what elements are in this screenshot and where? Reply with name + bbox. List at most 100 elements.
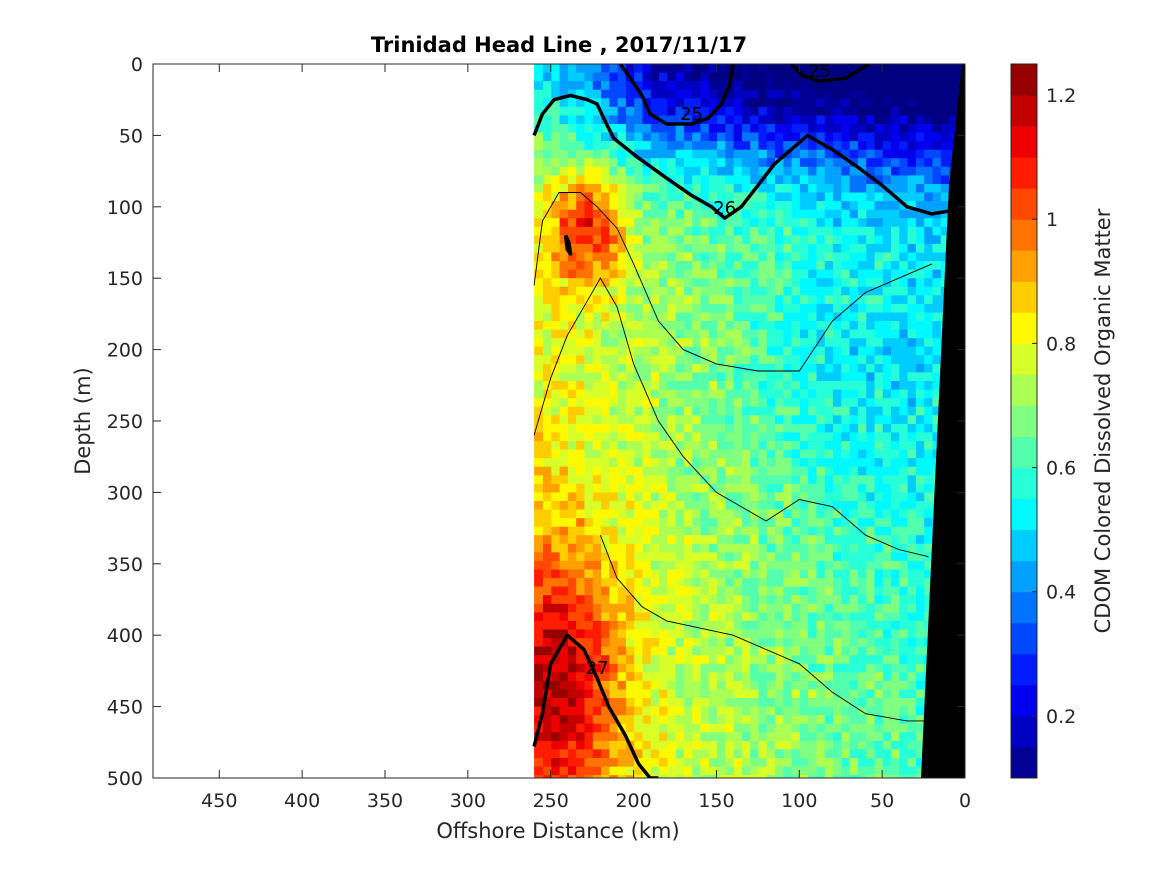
heatmap-cell (666, 89, 676, 99)
heatmap-cell (757, 655, 767, 665)
heatmap-cell (782, 132, 792, 142)
heatmap-cell (641, 483, 651, 493)
heatmap-cell (592, 629, 601, 639)
heatmap-cell (625, 603, 635, 613)
heatmap-cell (575, 312, 585, 322)
heatmap-cell (600, 758, 610, 768)
heatmap-cell (658, 252, 668, 262)
heatmap-cell (559, 286, 568, 296)
heatmap-cell (608, 586, 618, 596)
heatmap-cell (708, 526, 717, 536)
heatmap-cell (840, 689, 850, 699)
heatmap-cell (733, 209, 742, 219)
heatmap-cell (617, 492, 626, 502)
heatmap-cell (791, 243, 800, 254)
heatmap-cell (650, 629, 659, 639)
heatmap-cell (641, 226, 651, 236)
heatmap-cell (873, 449, 883, 459)
heatmap-cell (534, 346, 543, 356)
heatmap-cell (658, 269, 668, 279)
heatmap-cell (849, 483, 858, 493)
heatmap-cell (708, 672, 717, 682)
heatmap-cell (592, 595, 601, 605)
heatmap-cell (857, 740, 867, 751)
heatmap-cell (633, 518, 643, 528)
heatmap-cell (650, 423, 659, 434)
heatmap-cell (774, 243, 784, 254)
heatmap-cell (617, 715, 626, 725)
heatmap-cell (741, 475, 751, 485)
heatmap-cell (849, 663, 858, 673)
heatmap-cell (683, 449, 693, 459)
heatmap-cell (592, 192, 601, 202)
heatmap-cell (931, 329, 941, 339)
heatmap-cell (890, 398, 900, 408)
heatmap-cell (890, 372, 900, 382)
heatmap-cell (592, 655, 601, 665)
heatmap-cell (766, 303, 775, 314)
heatmap-cell (666, 526, 676, 536)
heatmap-cell (633, 620, 643, 631)
heatmap-cell (915, 389, 925, 399)
heatmap-cell (857, 432, 867, 442)
heatmap-cell (857, 72, 867, 82)
heatmap-cell (907, 115, 916, 125)
heatmap-cell (608, 321, 618, 331)
heatmap-cell (782, 749, 792, 759)
heatmap-cell (567, 680, 577, 691)
colorbar-label: CDOM Colored Dissolved Organic Matter (1091, 208, 1115, 633)
heatmap-cell (865, 706, 875, 716)
heatmap-cell (948, 115, 958, 125)
heatmap-cell (799, 192, 809, 202)
heatmap-cell (691, 158, 701, 168)
heatmap-cell (890, 449, 900, 459)
heatmap-cell (757, 243, 767, 254)
heatmap-cell (733, 235, 742, 245)
heatmap-cell (658, 295, 668, 305)
heatmap-cell (799, 620, 809, 631)
heatmap-cell (774, 749, 784, 759)
heatmap-cell (699, 98, 709, 108)
heatmap-cell (567, 226, 577, 236)
heatmap-cell (675, 132, 684, 142)
heatmap-cell (724, 312, 734, 322)
heatmap-cell (567, 252, 577, 262)
heatmap-cell (724, 698, 734, 708)
heatmap-cell (733, 723, 742, 733)
heatmap-cell (666, 449, 676, 459)
heatmap-cell (832, 81, 842, 91)
heatmap-cell (559, 492, 568, 502)
heatmap-cell (567, 166, 577, 176)
heatmap-cell (666, 381, 676, 391)
heatmap-cell (617, 518, 626, 528)
heatmap-cell (882, 732, 891, 742)
heatmap-cell (782, 346, 792, 356)
heatmap-cell (898, 680, 908, 691)
heatmap-cell (857, 115, 867, 125)
heatmap-cell (583, 124, 593, 134)
heatmap-cell (600, 175, 610, 185)
heatmap-cell (691, 775, 701, 778)
heatmap-cell (583, 415, 593, 425)
heatmap-cell (550, 723, 560, 733)
heatmap-cell (923, 98, 933, 108)
heatmap-cell (807, 141, 817, 151)
heatmap-cell (633, 98, 643, 108)
heatmap-cell (857, 363, 867, 374)
heatmap-cell (534, 363, 543, 374)
heatmap-cell (898, 449, 908, 459)
heatmap-cell (741, 243, 751, 254)
heatmap-cell (757, 286, 767, 296)
heatmap-cell (766, 552, 775, 562)
heatmap-cell (733, 303, 742, 314)
heatmap-cell (608, 312, 618, 322)
heatmap-cell (583, 732, 593, 742)
heatmap-cell (824, 706, 833, 716)
heatmap-cell (650, 295, 659, 305)
heatmap-cell (617, 766, 626, 776)
heatmap-cell (691, 106, 701, 116)
heatmap-cell (824, 732, 833, 742)
heatmap-cell (782, 321, 792, 331)
heatmap-cell (865, 509, 875, 519)
heatmap-cell (849, 560, 858, 571)
